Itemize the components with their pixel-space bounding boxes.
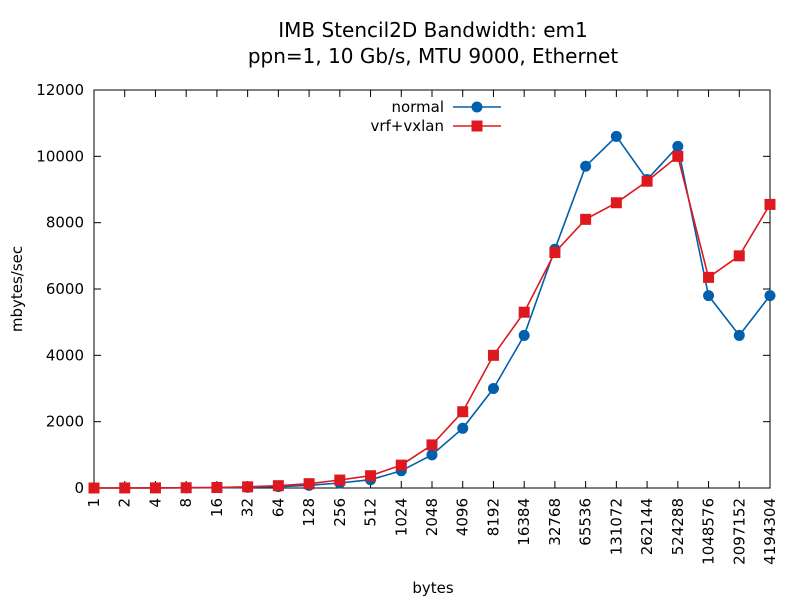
data-point xyxy=(672,150,684,162)
data-point xyxy=(365,470,377,482)
x-tick-label: 16384 xyxy=(515,498,533,546)
x-tick-label: 1 xyxy=(85,498,103,508)
chart-title: IMB Stencil2D Bandwidth: em1 xyxy=(278,18,587,42)
data-point xyxy=(272,480,284,492)
x-tick-label: 8192 xyxy=(484,498,502,536)
x-tick-label: 65536 xyxy=(577,498,595,546)
x-tick-label: 32768 xyxy=(546,498,564,546)
series-line-normal xyxy=(94,135,771,489)
x-tick-label: 16 xyxy=(208,498,226,517)
data-point xyxy=(211,482,223,494)
legend-marker xyxy=(471,120,483,132)
x-tick-label: 256 xyxy=(331,498,349,527)
data-point xyxy=(149,482,161,494)
x-tick-label: 8 xyxy=(177,498,195,508)
data-point xyxy=(518,306,530,318)
data-point xyxy=(119,482,131,494)
data-point xyxy=(733,329,745,341)
data-point xyxy=(242,481,254,493)
x-tick-label: 2097152 xyxy=(730,498,748,565)
x-tick-label: 1048576 xyxy=(700,498,718,565)
x-tick-label: 512 xyxy=(362,498,380,527)
x-tick-label: 1024 xyxy=(392,498,410,536)
data-point xyxy=(180,482,192,494)
chart-subtitle: ppn=1, 10 Gb/s, MTU 9000, Ethernet xyxy=(248,44,619,68)
y-tick-label: 0 xyxy=(74,479,84,497)
x-tick-label: 2 xyxy=(116,498,134,508)
y-axis-label: mbytes/sec xyxy=(8,246,26,332)
x-tick-label: 64 xyxy=(269,498,287,517)
data-point xyxy=(88,482,100,494)
data-point xyxy=(487,383,499,394)
data-point xyxy=(672,140,684,152)
data-point xyxy=(518,329,530,341)
data-point xyxy=(303,478,315,490)
x-axis-label: bytes xyxy=(412,579,454,597)
y-tick-label: 10000 xyxy=(36,147,84,165)
x-tick-label: 4194304 xyxy=(761,498,779,565)
series-line-vrf-vxlan xyxy=(93,154,771,489)
x-tick-label: 32 xyxy=(239,498,257,517)
data-point xyxy=(457,406,469,418)
data-point xyxy=(457,422,469,434)
data-point xyxy=(580,160,592,172)
x-axis: 1 2 4 8 16 32 64 128 256 512 1024 2048 4096 8192 16384… xyxy=(85,90,779,565)
data-point xyxy=(610,197,622,209)
legend-marker xyxy=(471,101,483,113)
plot-frame xyxy=(93,89,771,489)
x-tick-label: 4 xyxy=(146,498,164,508)
data-point xyxy=(549,247,561,259)
legend-label: normal xyxy=(391,98,444,116)
data-point xyxy=(487,349,499,361)
data-point xyxy=(764,290,776,302)
x-tick-label: 524288 xyxy=(669,498,687,555)
data-point xyxy=(395,459,407,471)
data-point xyxy=(426,449,438,461)
x-tick-label: 2048 xyxy=(423,498,441,536)
data-point xyxy=(764,198,776,210)
data-point xyxy=(580,213,592,225)
y-tick-label: 2000 xyxy=(46,413,84,431)
data-point xyxy=(733,250,745,262)
x-tick-label: 4096 xyxy=(454,498,472,536)
y-tick-label: 6000 xyxy=(46,280,84,298)
y-axis: 0 2000 4000 6000 8000 10000 12000 xyxy=(36,81,770,497)
series-layer xyxy=(88,130,776,494)
y-tick-label: 4000 xyxy=(46,346,84,364)
y-tick-label: 12000 xyxy=(36,81,84,99)
y-tick-label: 8000 xyxy=(46,214,84,232)
x-tick-label: 131072 xyxy=(607,498,625,555)
data-point xyxy=(641,175,653,187)
legend-label: vrf+vxlan xyxy=(370,117,444,135)
data-point xyxy=(610,130,622,142)
x-tick-label: 262144 xyxy=(638,498,656,555)
data-point xyxy=(426,439,438,451)
data-point xyxy=(703,271,715,283)
data-point xyxy=(703,290,715,302)
data-point xyxy=(334,474,346,486)
x-tick-label: 128 xyxy=(300,498,318,527)
